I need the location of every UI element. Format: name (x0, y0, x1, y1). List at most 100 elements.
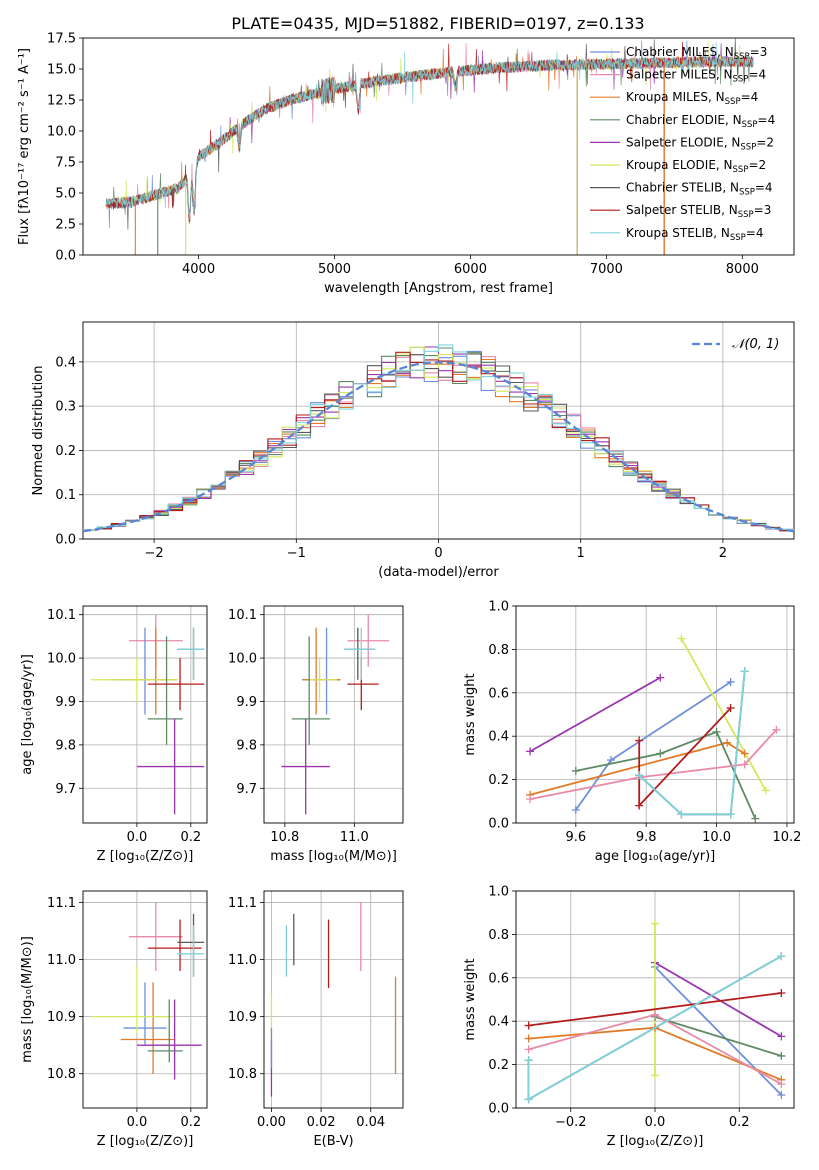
y-tick-label: 10.9 (47, 1010, 76, 1025)
weight-series (524, 952, 786, 1104)
y-tick-label: 0.2 (488, 1058, 509, 1073)
weight-point-marker (777, 1090, 786, 1099)
legend-count: =3 (754, 203, 772, 217)
legend-subscript: SSP (734, 52, 750, 62)
legend-label: Salpeter STELIB, NSSP=3 (626, 203, 771, 220)
x-tick-label: 0.0 (127, 1115, 148, 1130)
legend-label: 𝒩(0, 1) (732, 337, 779, 352)
weight-series (651, 962, 786, 1099)
x-axis-label: E(B-V) (313, 1134, 353, 1149)
error-cross (309, 658, 337, 702)
weight-point-marker (726, 703, 735, 712)
legend-label: Salpeter ELODIE, NSSP=2 (626, 135, 774, 152)
weight-point-marker (777, 1051, 786, 1060)
legend-text: Kroupa MILES, N (626, 90, 725, 104)
axes-frame (82, 605, 208, 824)
weight-series (571, 677, 735, 814)
x-tick-label: 6000 (454, 262, 487, 277)
weight-series (524, 1010, 786, 1089)
mass-vs-metallicity-panel: 0.0 0.2 10.8 10.9 11.0 11.1 Z [log₁₀(Z/Z⊙)] mas… (20, 890, 208, 1149)
legend-text: Kroupa STELIB, N (626, 226, 730, 240)
x-tick-label: 0 (434, 546, 442, 561)
legend-label: Chabrier MILES, NSSP=3 (626, 45, 767, 62)
y-tick-label: 9.7 (55, 782, 76, 797)
y-tick-label: 10.9 (228, 1010, 257, 1025)
error-cross (147, 636, 183, 745)
legend-label: Kroupa MILES, NSSP=4 (626, 90, 758, 107)
x-tick-label: −0.2 (555, 1115, 587, 1130)
legend-count: =4 (755, 181, 773, 195)
legend-subscript: SSP (740, 142, 756, 152)
x-axis-label: Z [log₁₀(Z/Z⊙)] (607, 1134, 704, 1149)
x-axis-label: Z [log₁₀(Z/Z⊙)] (97, 849, 194, 864)
error-cross (123, 982, 167, 1046)
x-axis-label: mass [log₁₀(M/M⊙)] (270, 849, 397, 864)
weight-vs-age-panel: 9.6 9.8 10.0 10.2 0.0 0.2 0.4 0.6 0.8 1.0 age [log… (463, 600, 801, 865)
y-tick-label: 11.0 (228, 953, 257, 968)
legend-label: Kroupa ELODIE, NSSP=2 (626, 158, 766, 175)
x-axis-label: age [log₁₀(age/yr)] (595, 849, 716, 864)
residual-histogram-panel: −2 −1 0 1 2 0.0 0.1 0.2 0.3 0.4 𝒩(0, 1) (data-model… (31, 321, 795, 580)
x-tick-label: 4000 (182, 262, 215, 277)
weight-point-marker (677, 810, 686, 819)
legend-subscript: SSP (739, 188, 755, 198)
y-tick-label: 10.8 (228, 1067, 257, 1082)
y-tick-label: 9.8 (236, 738, 257, 753)
legend-count: =4 (746, 226, 764, 240)
weight-point-marker (524, 1045, 533, 1054)
weight-series-line (654, 961, 782, 1038)
y-axis-label: mass weight (463, 673, 478, 755)
y-tick-label: 0.6 (488, 971, 509, 986)
x-tick-label: 7000 (590, 262, 623, 277)
weight-series (526, 673, 665, 756)
error-cross (120, 982, 175, 1074)
weight-point-marker (635, 771, 644, 780)
y-tick-label: 0.6 (488, 686, 509, 701)
y-tick-label: 0.0 (488, 1102, 509, 1117)
y-tick-label: 15.0 (47, 63, 76, 78)
x-tick-label: 0.2 (180, 1115, 201, 1130)
y-tick-label: 0.2 (55, 444, 76, 459)
weight-point-marker (651, 1071, 659, 1080)
y-tick-label: 1.0 (488, 600, 509, 615)
x-tick-label: 1 (577, 546, 585, 561)
x-tick-label: 10.2 (772, 830, 801, 845)
error-cross (343, 627, 376, 680)
legend-count: =2 (756, 135, 774, 149)
y-tick-label: 5.0 (55, 187, 76, 202)
error-cross (91, 658, 178, 702)
weight-point-marker (635, 736, 644, 745)
mass-vs-reddening-panel: 0.00 0.02 0.04 10.8 10.9 11.0 11.1 E(B-V) (228, 890, 404, 1149)
y-tick-label: 12.5 (47, 94, 76, 109)
weight-series-line (575, 730, 757, 820)
weight-point-marker (726, 810, 735, 819)
x-tick-label: 0.02 (307, 1115, 336, 1130)
y-tick-label: 10.0 (47, 125, 76, 140)
weight-series-line (528, 992, 782, 1027)
x-tick-label: 11.0 (340, 830, 369, 845)
y-tick-label: 0.1 (55, 488, 76, 503)
weight-point-marker (526, 747, 535, 756)
x-axis-label: Z [log₁₀(Z/Z⊙)] (97, 1134, 194, 1149)
x-axis-label: (data-model)/error (378, 565, 499, 580)
y-tick-label: 10.1 (47, 608, 76, 623)
x-tick-label: 9.8 (636, 830, 657, 845)
weight-point-marker (777, 952, 786, 961)
legend-count: =4 (758, 113, 776, 127)
legend-subscript: SSP (738, 210, 754, 220)
error-cross (136, 718, 205, 815)
y-axis-label: Flux [fλ10⁻¹⁷ erg cm⁻² s⁻¹ A⁻¹] (17, 48, 32, 245)
legend-text: Salpeter MILES, N (626, 68, 733, 82)
error-cross (291, 636, 331, 745)
y-axis-label: mass weight (463, 958, 478, 1040)
y-tick-label: 0.8 (488, 643, 509, 658)
weight-point-marker (607, 756, 616, 765)
histogram-lines (83, 344, 794, 533)
y-tick-label: 11.0 (47, 953, 76, 968)
weight-series (524, 988, 786, 1030)
x-tick-label: 10.8 (270, 830, 299, 845)
y-tick-label: 0.2 (488, 773, 509, 788)
x-tick-label: 8000 (726, 262, 759, 277)
legend-subscript: SSP (725, 97, 741, 107)
